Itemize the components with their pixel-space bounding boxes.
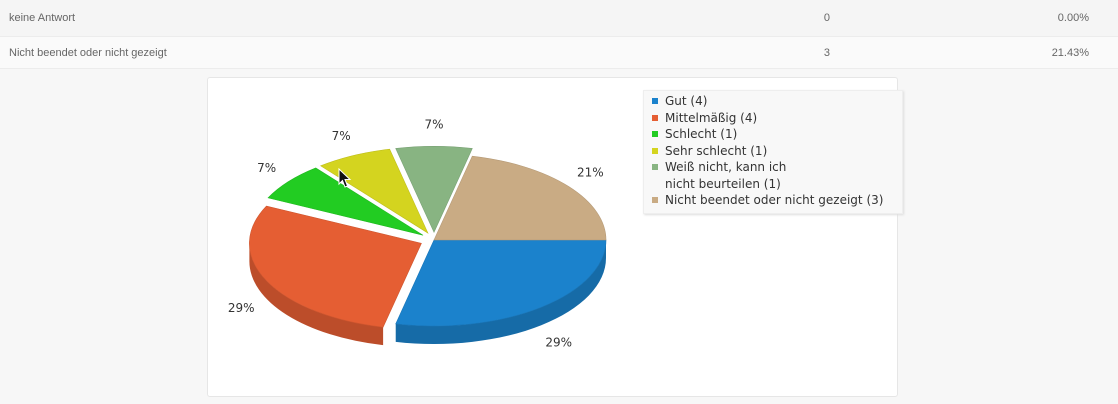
legend-label: Schlecht (1) <box>665 127 738 141</box>
legend-swatch <box>652 164 658 170</box>
table-row: Nicht beendet oder nicht gezeigt 3 21.43… <box>0 37 1118 69</box>
slice-data-label: 7% <box>257 161 276 175</box>
slice-data-label: 21% <box>577 166 604 180</box>
chart-legend: Gut (4) Mittelmäßig (4) Schlecht (1) Sehr s… <box>643 90 903 214</box>
pie-slice[interactable] <box>320 148 429 234</box>
legend-item[interactable]: Gut (4) <box>644 93 902 110</box>
table-row: keine Antwort 0 0.00% <box>0 0 1118 37</box>
slice-data-label: 7% <box>332 129 351 143</box>
results-table: keine Antwort 0 0.00% Nicht beendet oder… <box>0 0 1118 69</box>
row-label: keine Antwort <box>9 12 76 24</box>
pie-slice-side <box>395 240 606 345</box>
chart-panel: 29% 29% 7% 7% 7% 21% Gut (4) Mittelmäßig (4) Sc… <box>207 77 903 397</box>
legend-swatch <box>652 131 658 137</box>
legend-item[interactable]: Nicht beendet oder nicht gezeigt (3) <box>644 192 902 209</box>
legend-label: Nicht beendet oder nicht gezeigt (3) <box>665 193 884 207</box>
row-label: Nicht beendet oder nicht gezeigt <box>9 46 167 59</box>
pie-slice-side <box>249 243 384 346</box>
slice-data-label: 29% <box>228 301 255 315</box>
pie-slice[interactable] <box>395 145 473 234</box>
legend-swatch <box>652 114 658 121</box>
pie-slice[interactable] <box>433 155 607 241</box>
pie-slice[interactable] <box>249 205 422 328</box>
legend-swatch <box>652 147 658 154</box>
row-percent: 21.43% <box>1051 46 1089 59</box>
legend-swatch <box>652 98 658 104</box>
row-count: 0 <box>823 12 830 24</box>
legend-label: Weiß nicht, kann ich nicht beurteilen (1… <box>665 160 787 191</box>
mouse-cursor-icon <box>338 168 352 188</box>
legend-item[interactable]: Schlecht (1) <box>644 126 902 143</box>
pie-slice[interactable] <box>267 167 424 236</box>
slice-data-label: 7% <box>424 117 443 131</box>
row-percent: 0.00% <box>1057 12 1089 24</box>
legend-label: Gut (4) <box>665 94 708 108</box>
pie-chart: 29% 29% 7% 7% 7% 21% <box>228 117 607 349</box>
legend-label: Mittelmäßig (4) <box>665 110 758 125</box>
legend-label: Sehr schlecht (1) <box>665 143 768 158</box>
legend-swatch <box>652 197 658 203</box>
row-count: 3 <box>823 46 830 59</box>
slice-data-label: 29% <box>545 335 572 349</box>
pie-slice[interactable] <box>395 239 607 327</box>
pie-chart-area: 29% 29% 7% 7% 7% 21% Gut (4) Mittelmäßig (4) Sc… <box>214 82 903 394</box>
legend-item[interactable]: Sehr schlecht (1) <box>644 143 902 160</box>
legend-item[interactable]: Weiß nicht, kann ich nicht beurteilen (1… <box>644 159 902 192</box>
legend-item[interactable]: Mittelmäßig (4) <box>644 110 902 127</box>
